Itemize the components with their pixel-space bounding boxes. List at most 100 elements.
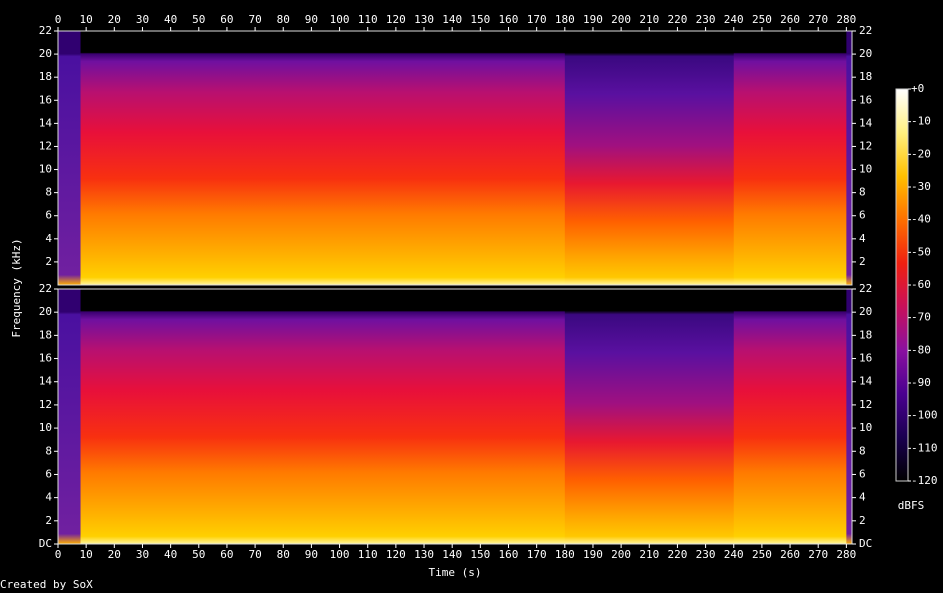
x-tick-label: 270 [808, 548, 828, 561]
x-tick-label: 200 [611, 548, 631, 561]
spectrogram-edge [846, 31, 852, 285]
y-tick-label: 4 [859, 491, 866, 504]
x-tick-label: 40 [164, 13, 177, 26]
y-tick-label: 6 [45, 209, 52, 222]
y-tick-label: 2 [859, 255, 866, 268]
colorbar-tick-label: -100 [911, 409, 938, 422]
y-tick-label: 14 [859, 116, 873, 129]
x-tick-label: 0 [55, 13, 62, 26]
x-tick-label: 60 [220, 548, 233, 561]
x-tick-label: 220 [667, 548, 687, 561]
x-tick-label: 20 [108, 13, 121, 26]
x-tick-label: 100 [330, 548, 350, 561]
y-tick-label: 6 [859, 209, 866, 222]
colorbar-tick-label: -10 [911, 115, 931, 128]
colorbar-tick-label: -20 [911, 147, 931, 160]
y-tick-label: 20 [39, 47, 52, 60]
x-tick-label: 280 [836, 548, 856, 561]
y-tick-label: 22 [859, 24, 872, 37]
colorbar-tick-label: -80 [911, 343, 931, 356]
x-tick-label: 180 [555, 13, 575, 26]
y-tick-label: DC [39, 537, 52, 550]
x-tick-label: 160 [499, 13, 519, 26]
x-axis-label: Time (s) [429, 566, 482, 579]
y-tick-label: 20 [859, 47, 872, 60]
x-tick-label: 190 [583, 548, 603, 561]
colorbar [895, 88, 909, 482]
x-tick-label: 200 [611, 13, 631, 26]
y-tick-label: 14 [39, 375, 53, 388]
x-tick-label: 190 [583, 13, 603, 26]
y-tick-label: 16 [39, 93, 52, 106]
x-tick-label: 240 [724, 548, 744, 561]
panel-frame [57, 30, 853, 286]
y-tick-label: 2 [45, 255, 52, 268]
x-tick-label: 130 [414, 13, 434, 26]
spectrogram-edge [58, 289, 81, 544]
x-tick-label: 90 [305, 13, 318, 26]
spectrogram-edge [846, 289, 852, 544]
x-tick-label: 60 [220, 13, 233, 26]
spectrogram-quiet-region [564, 31, 734, 285]
y-tick-label: 20 [39, 305, 52, 318]
y-tick-label: 8 [45, 186, 52, 199]
x-tick-label: 0 [55, 548, 62, 561]
y-tick-label: 4 [45, 491, 52, 504]
x-tick-label: 120 [386, 13, 406, 26]
y-tick-label: 8 [859, 444, 866, 457]
x-tick-label: 110 [358, 13, 378, 26]
x-tick-label: 140 [442, 13, 462, 26]
y-tick-label: 4 [859, 232, 866, 245]
x-tick-label: 50 [192, 13, 205, 26]
colorbar-tick-label: -90 [911, 376, 931, 389]
y-tick-label: 8 [45, 444, 52, 457]
x-tick-label: 110 [358, 548, 378, 561]
spectrogram-edge [58, 31, 81, 285]
y-tick-label: 12 [39, 139, 52, 152]
x-tick-label: 90 [305, 548, 318, 561]
y-tick-label: 22 [39, 282, 52, 295]
y-tick-label: DC [859, 537, 872, 550]
x-tick-label: 70 [248, 548, 261, 561]
x-tick-label: 10 [80, 13, 93, 26]
x-tick-label: 10 [80, 548, 93, 561]
colorbar-tick-label: -40 [911, 213, 931, 226]
x-tick-label: 260 [780, 13, 800, 26]
spectrogram-quiet-region [564, 289, 734, 544]
x-tick-label: 220 [667, 13, 687, 26]
x-tick-label: 210 [639, 548, 659, 561]
y-tick-label: 16 [859, 93, 872, 106]
y-tick-label: 12 [39, 398, 52, 411]
x-tick-label: 260 [780, 548, 800, 561]
x-tick-label: 270 [808, 13, 828, 26]
credit: Created by SoX [0, 578, 93, 591]
y-tick-label: 18 [39, 70, 52, 83]
colorbar-tick-label: +0 [911, 82, 924, 95]
y-tick-label: 16 [39, 352, 52, 365]
x-tick-label: 170 [527, 13, 547, 26]
x-tick-label: 140 [442, 548, 462, 561]
x-tick-label: 80 [277, 13, 290, 26]
y-tick-label: 6 [859, 467, 866, 480]
colorbar-tick-label: -50 [911, 245, 931, 258]
y-tick-label: 12 [859, 139, 872, 152]
y-tick-label: 12 [859, 398, 872, 411]
panel-frame [57, 288, 853, 545]
x-tick-label: 250 [752, 548, 772, 561]
colorbar-tick-label: -60 [911, 278, 931, 291]
y-tick-label: 18 [859, 70, 872, 83]
x-tick-label: 20 [108, 548, 121, 561]
x-tick-label: 150 [470, 548, 490, 561]
y-tick-label: 10 [39, 421, 52, 434]
y-tick-label: 22 [39, 24, 52, 37]
x-tick-label: 80 [277, 548, 290, 561]
y-axis-label: Frequency (kHz) [10, 238, 23, 337]
x-tick-label: 30 [136, 13, 149, 26]
x-tick-label: 130 [414, 548, 434, 561]
x-tick-label: 170 [527, 548, 547, 561]
y-tick-label: 10 [859, 421, 872, 434]
x-tick-label: 30 [136, 548, 149, 561]
x-tick-label: 240 [724, 13, 744, 26]
x-tick-label: 210 [639, 13, 659, 26]
colorbar-tick-label: -70 [911, 311, 931, 324]
